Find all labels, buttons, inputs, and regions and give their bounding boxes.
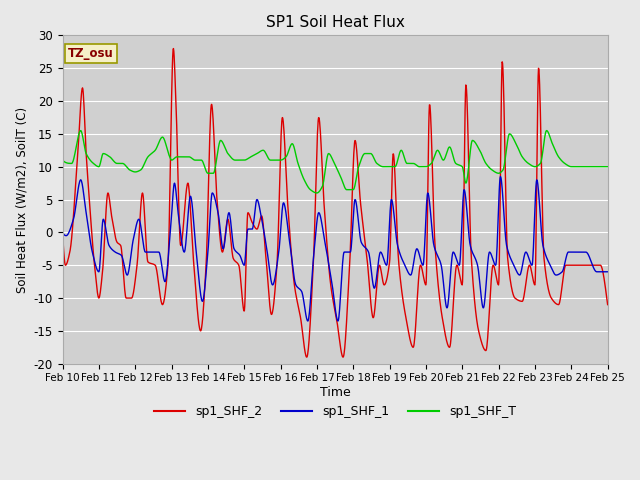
sp1_SHF_2: [123, 295, 131, 301]
sp1_SHF_2: [59, 229, 67, 235]
sp1_SHF_1: [301, 307, 309, 313]
Text: TZ_osu: TZ_osu: [68, 47, 114, 60]
sp1_SHF_2: [301, 351, 309, 357]
sp1_SHF_1: [369, 282, 377, 288]
Y-axis label: Soil Heat Flux (W/m2), SoilT (C): Soil Heat Flux (W/m2), SoilT (C): [15, 107, 28, 293]
sp1_SHF_T: [301, 180, 309, 185]
sp1_SHF_2: [370, 315, 378, 321]
sp1_SHF_1: [59, 229, 67, 235]
sp1_SHF_T: [124, 165, 131, 170]
sp1_SHF_2: [339, 354, 347, 360]
sp1_SHF_T: [59, 157, 67, 163]
sp1_SHF_T: [604, 164, 611, 169]
sp1_SHF_1: [290, 273, 298, 278]
Line: sp1_SHF_1: sp1_SHF_1: [63, 177, 607, 321]
X-axis label: Time: Time: [320, 386, 351, 399]
sp1_SHF_1: [604, 269, 611, 275]
Legend: sp1_SHF_2, sp1_SHF_1, sp1_SHF_T: sp1_SHF_2, sp1_SHF_1, sp1_SHF_T: [149, 400, 522, 423]
Line: sp1_SHF_T: sp1_SHF_T: [63, 131, 607, 193]
Title: SP1 Soil Heat Flux: SP1 Soil Heat Flux: [266, 15, 404, 30]
sp1_SHF_T: [313, 190, 321, 196]
sp1_SHF_2: [101, 233, 109, 239]
sp1_SHF_1: [123, 272, 131, 278]
sp1_SHF_2: [312, 203, 319, 208]
sp1_SHF_T: [370, 154, 378, 160]
sp1_SHF_1: [101, 220, 109, 226]
sp1_SHF_1: [334, 318, 342, 324]
sp1_SHF_1: [311, 240, 319, 246]
sp1_SHF_2: [604, 302, 611, 308]
sp1_SHF_T: [291, 145, 298, 151]
sp1_SHF_T: [77, 128, 84, 133]
sp1_SHF_2: [170, 46, 177, 51]
sp1_SHF_1: [497, 174, 504, 180]
Line: sp1_SHF_2: sp1_SHF_2: [63, 48, 607, 357]
sp1_SHF_2: [291, 280, 298, 286]
sp1_SHF_T: [312, 190, 319, 195]
sp1_SHF_T: [101, 151, 109, 157]
